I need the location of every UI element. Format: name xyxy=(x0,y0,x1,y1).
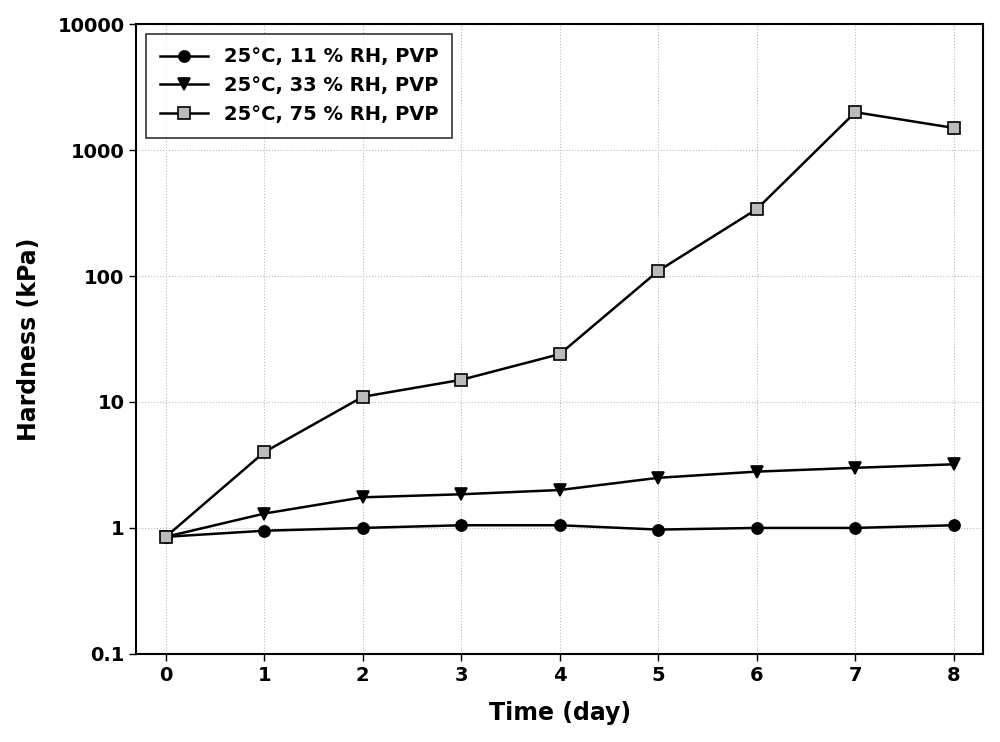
25°C, 33 % RH, PVP xyxy=(554,485,566,494)
Y-axis label: Hardness (kPa): Hardness (kPa) xyxy=(17,237,41,441)
25°C, 33 % RH, PVP xyxy=(849,464,861,473)
25°C, 33 % RH, PVP xyxy=(751,467,763,476)
25°C, 75 % RH, PVP xyxy=(554,349,566,358)
25°C, 75 % RH, PVP xyxy=(948,123,960,132)
25°C, 33 % RH, PVP xyxy=(160,532,172,541)
25°C, 75 % RH, PVP xyxy=(455,375,467,384)
X-axis label: Time (day): Time (day) xyxy=(489,701,631,726)
25°C, 75 % RH, PVP xyxy=(258,447,270,456)
25°C, 11 % RH, PVP xyxy=(160,532,172,541)
25°C, 11 % RH, PVP xyxy=(652,525,664,534)
25°C, 11 % RH, PVP xyxy=(258,526,270,535)
25°C, 33 % RH, PVP xyxy=(455,490,467,499)
25°C, 33 % RH, PVP xyxy=(652,473,664,482)
25°C, 75 % RH, PVP xyxy=(849,108,861,116)
Line: 25°C, 11 % RH, PVP: 25°C, 11 % RH, PVP xyxy=(160,519,959,542)
Legend: 25°C, 11 % RH, PVP, 25°C, 33 % RH, PVP, 25°C, 75 % RH, PVP: 25°C, 11 % RH, PVP, 25°C, 33 % RH, PVP, … xyxy=(146,34,452,137)
25°C, 11 % RH, PVP xyxy=(554,521,566,530)
Line: 25°C, 75 % RH, PVP: 25°C, 75 % RH, PVP xyxy=(160,107,959,542)
25°C, 11 % RH, PVP xyxy=(455,521,467,530)
25°C, 11 % RH, PVP xyxy=(357,523,369,532)
25°C, 75 % RH, PVP xyxy=(652,266,664,275)
25°C, 33 % RH, PVP xyxy=(258,509,270,518)
25°C, 75 % RH, PVP xyxy=(160,532,172,541)
25°C, 75 % RH, PVP xyxy=(751,205,763,214)
25°C, 33 % RH, PVP xyxy=(357,493,369,502)
25°C, 11 % RH, PVP xyxy=(751,523,763,532)
25°C, 11 % RH, PVP xyxy=(849,523,861,532)
25°C, 11 % RH, PVP xyxy=(948,521,960,530)
25°C, 75 % RH, PVP xyxy=(357,393,369,401)
Line: 25°C, 33 % RH, PVP: 25°C, 33 % RH, PVP xyxy=(160,459,959,542)
25°C, 33 % RH, PVP xyxy=(948,460,960,469)
